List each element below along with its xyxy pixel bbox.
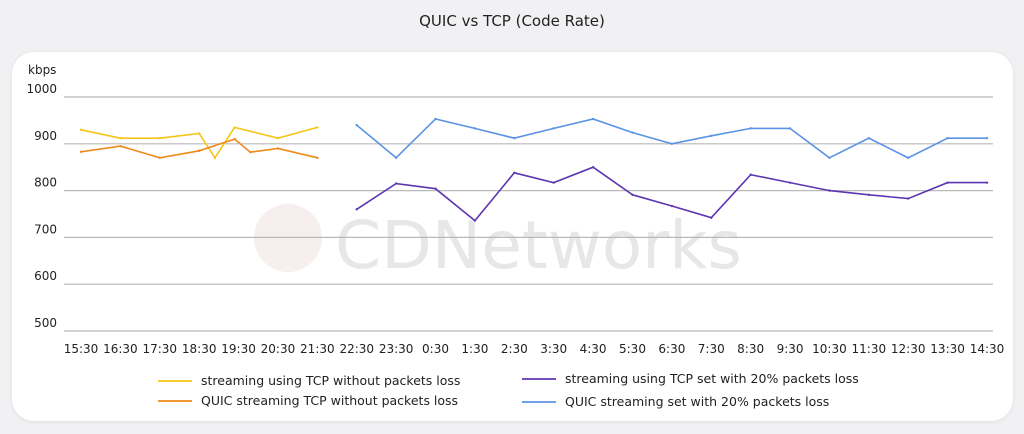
x-axis-ticks: 15:30 16:30 17:30 18:30 19:30 20:30 21:30 22:30…	[64, 342, 1005, 356]
legend-label: QUIC streaming set with 20% packets loss	[565, 394, 829, 409]
legend-label: QUIC streaming TCP without packets loss	[201, 393, 458, 408]
data-point	[513, 171, 516, 175]
data-point	[985, 181, 989, 184]
data-point	[394, 182, 398, 185]
grid-lines	[64, 96, 993, 332]
watermark: CDNetworks	[254, 204, 742, 284]
x-tick-label: 10:30	[812, 342, 847, 356]
x-tick-label: 3:30	[540, 342, 567, 356]
data-point	[788, 181, 792, 184]
x-tick-label: 13:30	[930, 342, 965, 356]
data-point	[867, 193, 871, 197]
x-tick-label: 11:30	[852, 342, 887, 356]
x-tick-label: 22:30	[339, 342, 374, 356]
data-point	[631, 131, 634, 134]
data-point	[749, 173, 752, 176]
chart-title: QUIC vs TCP (Code Rate)	[419, 12, 605, 30]
data-point	[828, 156, 831, 160]
legend-label: streaming using TCP set with 20% packets…	[565, 371, 859, 386]
y-tick-label: 700	[34, 222, 57, 236]
data-point	[434, 117, 437, 121]
legend: streaming using TCP without packets loss…	[158, 371, 859, 409]
data-point	[355, 123, 358, 127]
data-point	[552, 127, 555, 130]
x-tick-label: 1:30	[461, 342, 488, 356]
data-point	[985, 136, 989, 140]
data-point	[867, 136, 871, 140]
data-point	[946, 181, 949, 184]
data-point	[316, 156, 319, 160]
data-point	[213, 156, 217, 160]
data-point	[158, 136, 161, 140]
data-point	[233, 126, 236, 129]
data-point	[591, 117, 595, 121]
y-tick-label: 1000	[26, 82, 57, 96]
legend-label: streaming using TCP without packets loss	[201, 373, 460, 388]
data-point	[434, 187, 437, 190]
data-point	[828, 189, 831, 192]
x-tick-label: 15:30	[64, 342, 99, 356]
x-tick-label: 8:30	[737, 342, 764, 356]
data-point	[473, 219, 477, 222]
x-tick-label: 2:30	[501, 342, 528, 356]
x-tick-label: 19:30	[221, 342, 256, 356]
data-point	[473, 127, 477, 130]
x-tick-label: 14:30	[970, 342, 1005, 356]
data-point	[710, 134, 713, 138]
series-line-4	[356, 118, 987, 159]
series-line-1	[80, 126, 318, 160]
data-point	[552, 181, 555, 184]
data-point	[276, 136, 280, 140]
y-axis-ticks: 1000 900 800 700 600 500	[26, 82, 57, 330]
data-point	[316, 126, 319, 129]
x-tick-label: 12:30	[891, 342, 926, 356]
y-tick-label: 800	[34, 176, 57, 190]
x-tick-label: 17:30	[142, 342, 177, 356]
x-tick-label: 5:30	[619, 342, 646, 356]
data-point	[749, 127, 752, 130]
data-point	[907, 156, 910, 160]
data-point	[197, 149, 201, 153]
data-point	[197, 132, 201, 135]
series-lines	[79, 117, 989, 222]
data-point	[788, 127, 792, 130]
y-tick-label: 900	[34, 129, 57, 143]
y-axis-label: kbps	[28, 63, 56, 77]
data-point	[79, 150, 83, 153]
data-point	[79, 128, 83, 131]
data-point	[907, 197, 910, 200]
data-point	[119, 144, 122, 148]
data-point	[710, 216, 713, 219]
data-point	[513, 136, 516, 140]
data-point	[119, 136, 122, 140]
data-point	[946, 136, 949, 140]
x-tick-label: 23:30	[379, 342, 414, 356]
x-tick-label: 7:30	[698, 342, 725, 356]
x-tick-label: 16:30	[103, 342, 138, 356]
x-tick-label: 9:30	[777, 342, 804, 356]
data-point	[249, 151, 252, 154]
x-tick-label: 0:30	[422, 342, 449, 356]
data-point	[670, 204, 674, 208]
y-tick-label: 600	[34, 269, 57, 283]
chart-card	[12, 52, 1013, 421]
series-line-2	[80, 138, 318, 159]
data-point	[158, 156, 161, 160]
data-point	[276, 147, 280, 150]
x-tick-label: 20:30	[261, 342, 296, 356]
data-point	[355, 208, 358, 211]
data-point	[394, 156, 398, 160]
data-point	[631, 193, 634, 197]
x-tick-label: 18:30	[182, 342, 217, 356]
data-point	[591, 166, 595, 169]
watermark-logo	[254, 204, 322, 272]
x-tick-label: 6:30	[658, 342, 685, 356]
data-point	[670, 142, 674, 145]
watermark-text: CDNetworks	[335, 207, 742, 284]
x-tick-label: 4:30	[580, 342, 607, 356]
data-point	[233, 137, 236, 141]
y-tick-label: 500	[34, 316, 57, 330]
x-tick-label: 21:30	[300, 342, 335, 356]
